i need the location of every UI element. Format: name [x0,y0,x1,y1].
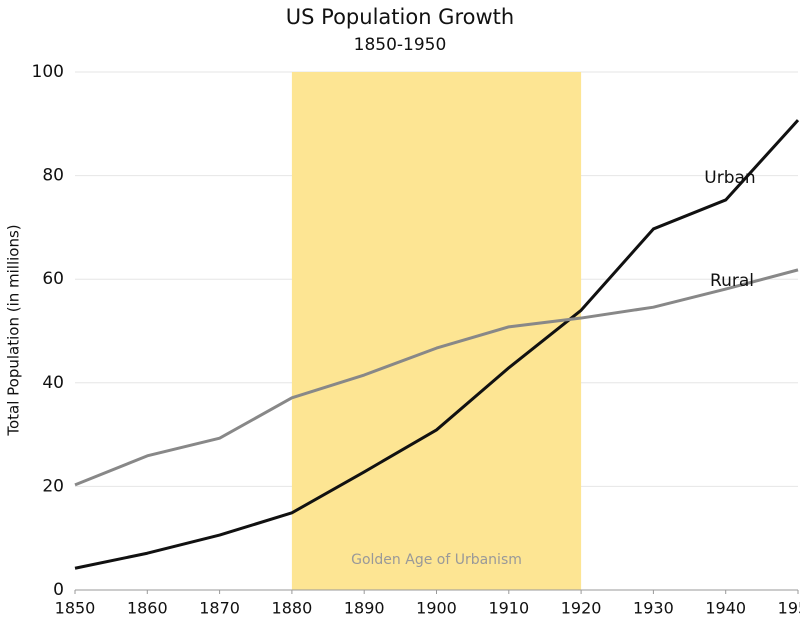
x-tick-label: 1920 [561,599,602,618]
x-tick-label: 1850 [55,599,96,618]
y-tick-label: 60 [42,269,64,289]
x-tick-label: 1860 [127,599,168,618]
x-tick-label: 1880 [272,599,313,618]
highlight-band [291,72,582,590]
x-tick-label: 1930 [633,599,674,618]
x-tick-label: 1900 [416,599,457,618]
chart-subtitle: 1850-1950 [354,35,447,55]
line [74,268,799,487]
chart-title: US Population Growth [286,5,514,29]
x-tick-label: 1950 [778,599,800,618]
line-label: Rural [710,271,754,291]
y-tick-label: 100 [32,62,64,82]
x-tick-label: 1940 [705,599,746,618]
x-tick-label: 1910 [488,599,529,618]
y-axis-title: Total Population (in millions) [5,224,23,436]
highlight-label: Golden Age of Urbanism [351,552,522,568]
y-tick-label: 20 [42,476,64,496]
line [74,119,800,570]
y-tick-label: 80 [42,166,64,186]
x-tick-label: 1870 [199,599,240,618]
y-tick-label: 0 [53,580,64,600]
x-tick-label: 1890 [344,599,385,618]
line-label: Urban [704,168,755,188]
y-tick-label: 40 [42,373,64,393]
